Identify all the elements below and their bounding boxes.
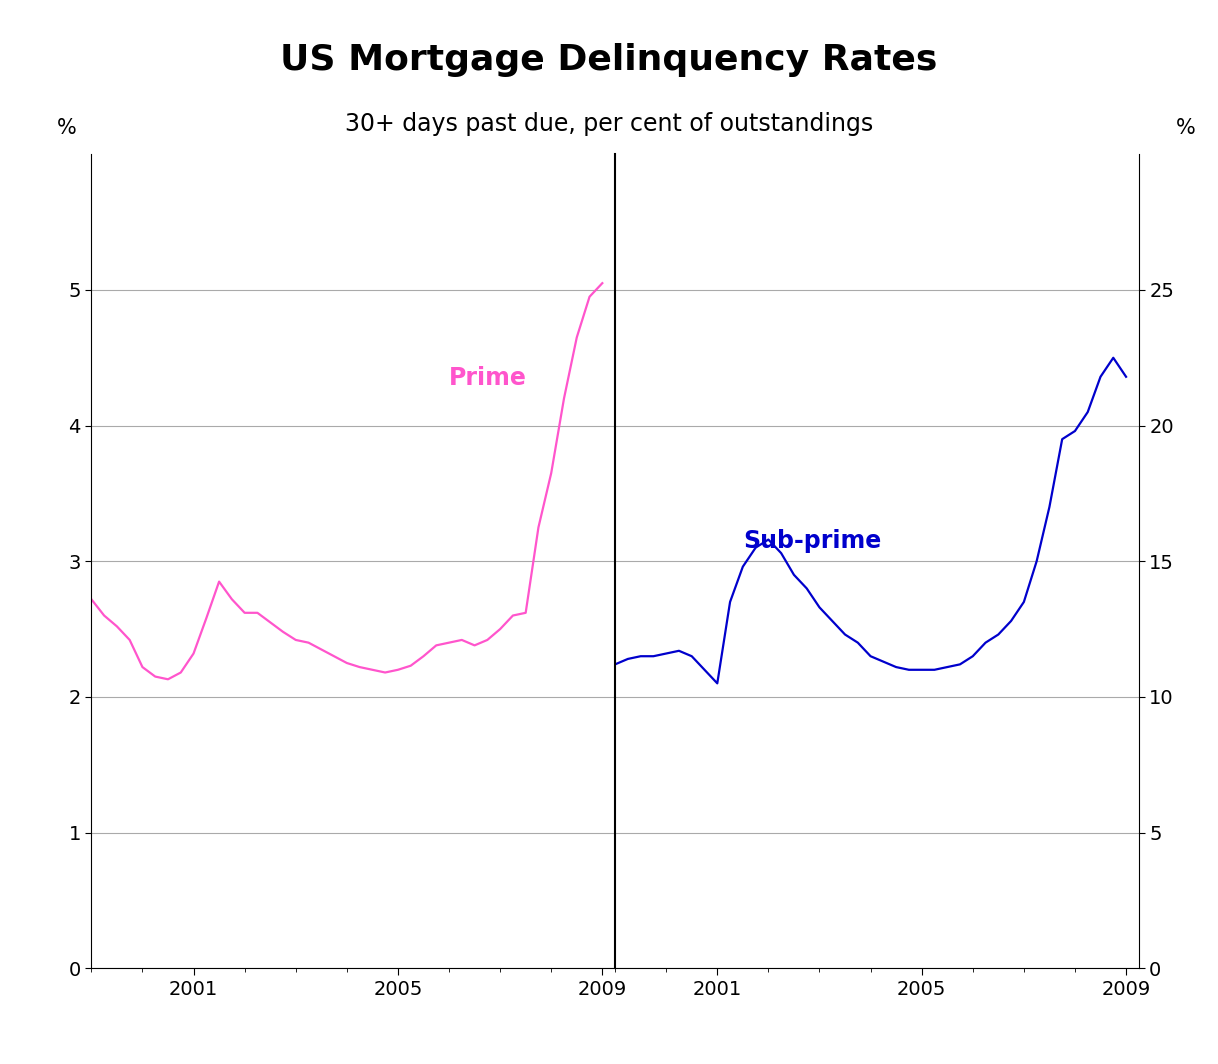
Text: 30+ days past due, per cent of outstandings: 30+ days past due, per cent of outstandi… bbox=[345, 112, 873, 136]
Text: US Mortgage Delinquency Rates: US Mortgage Delinquency Rates bbox=[280, 43, 938, 77]
Text: %: % bbox=[1175, 118, 1195, 138]
Text: Prime: Prime bbox=[449, 366, 527, 389]
Text: Sub-prime: Sub-prime bbox=[743, 529, 881, 552]
Text: %: % bbox=[57, 118, 77, 138]
